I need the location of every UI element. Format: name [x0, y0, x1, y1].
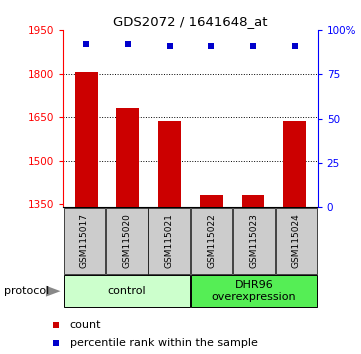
- Text: GSM115017: GSM115017: [80, 213, 89, 268]
- Bar: [200, 195, 223, 207]
- Polygon shape: [46, 286, 61, 297]
- Text: percentile rank within the sample: percentile rank within the sample: [70, 338, 257, 348]
- Bar: [106, 208, 148, 274]
- Bar: [283, 121, 306, 207]
- Text: DHR96
overexpression: DHR96 overexpression: [212, 280, 296, 302]
- Text: GSM115023: GSM115023: [249, 213, 258, 268]
- Bar: [75, 72, 97, 207]
- Bar: [64, 208, 105, 274]
- Text: protocol: protocol: [4, 286, 49, 296]
- Bar: [276, 208, 317, 274]
- Bar: [191, 208, 232, 274]
- Text: GSM115021: GSM115021: [165, 213, 174, 268]
- Bar: [116, 108, 139, 207]
- Title: GDS2072 / 1641648_at: GDS2072 / 1641648_at: [113, 15, 268, 28]
- Text: GSM115020: GSM115020: [122, 213, 131, 268]
- Text: GSM115024: GSM115024: [292, 213, 301, 268]
- Text: count: count: [70, 320, 101, 330]
- Text: GSM115022: GSM115022: [207, 213, 216, 268]
- Bar: [233, 208, 275, 274]
- Bar: [158, 121, 181, 207]
- Bar: [64, 275, 190, 307]
- Bar: [242, 195, 265, 207]
- Bar: [148, 208, 190, 274]
- Text: control: control: [108, 286, 146, 296]
- Bar: [191, 275, 317, 307]
